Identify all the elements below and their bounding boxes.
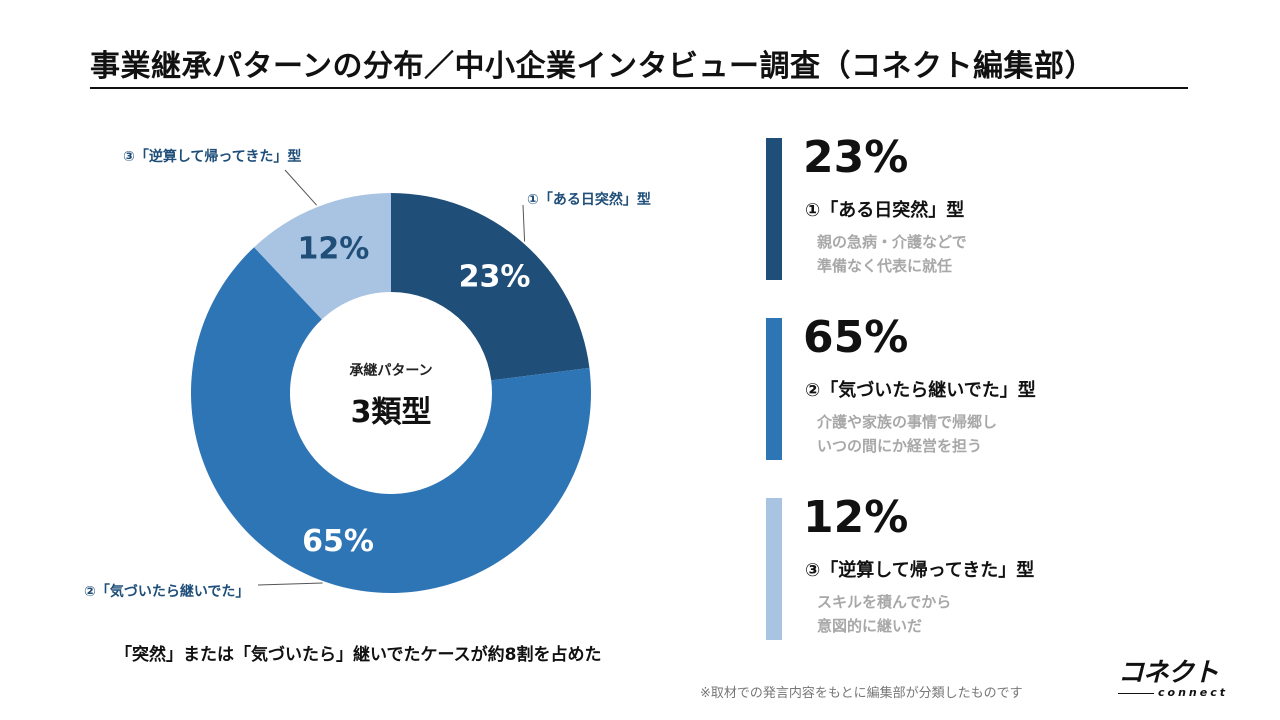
outer-label-sudden: ①「ある日突然」型 bbox=[527, 192, 651, 208]
card-desc-sudden-2: 準備なく代表に就任 bbox=[817, 257, 953, 275]
logo-main-text: コネクト bbox=[1118, 658, 1219, 688]
card-name-planned: ③「逆算して帰ってきた」型 bbox=[805, 560, 1035, 581]
outer-label-noticed: ②「気づいたら継いでた」 bbox=[84, 584, 250, 600]
card-name-noticed: ②「気づいたら継いでた」型 bbox=[805, 380, 1036, 401]
leader-line bbox=[257, 582, 323, 586]
card-desc-planned-2: 意図的に継いだ bbox=[817, 617, 923, 635]
donut-center-label: 承継パターン bbox=[349, 363, 433, 379]
slice-noticed bbox=[190, 247, 591, 593]
connect-logo: コネクト connect bbox=[1118, 652, 1258, 702]
leader-line bbox=[284, 169, 318, 206]
card-bar-sudden bbox=[766, 138, 782, 280]
slice-value-label: 23% bbox=[459, 260, 531, 295]
logo-line bbox=[1118, 693, 1154, 694]
card-percent-sudden: 23% bbox=[803, 132, 909, 183]
logo-sub-text: connect bbox=[1158, 686, 1228, 699]
card-percent-planned: 12% bbox=[803, 492, 909, 543]
card-desc-sudden-1: 親の急病・介護などで bbox=[817, 233, 967, 251]
card-bar-planned bbox=[766, 498, 782, 640]
card-desc-noticed-2: いつの間にか経営を担う bbox=[817, 437, 983, 455]
summary-caption: 「突然」または「気づいたら」継いでたケースが約8割を占めた bbox=[115, 645, 602, 665]
leader-line bbox=[522, 204, 526, 242]
card-name-sudden: ①「ある日突然」型 bbox=[805, 200, 965, 221]
slice-planned bbox=[254, 192, 391, 320]
card-bar-noticed bbox=[766, 318, 782, 460]
footnote: ※取材での発言内容をもとに編集部が分類したものです bbox=[700, 686, 1023, 701]
outer-label-planned: ③「逆算して帰ってきた」型 bbox=[123, 149, 302, 165]
card-percent-noticed: 65% bbox=[803, 312, 909, 363]
card-desc-planned-1: スキルを積んでから bbox=[817, 593, 952, 611]
card-desc-noticed-1: 介護や家族の事情で帰郷し bbox=[817, 413, 998, 431]
slice-value-label: 65% bbox=[302, 524, 374, 559]
title-underline bbox=[90, 87, 1188, 89]
page-title: 事業継承パターンの分布／中小企業インタビュー調査（コネクト編集部） bbox=[90, 49, 1095, 84]
slice-sudden bbox=[391, 193, 590, 381]
donut-center-value: 3類型 bbox=[350, 395, 432, 430]
slice-value-label: 12% bbox=[297, 231, 369, 266]
